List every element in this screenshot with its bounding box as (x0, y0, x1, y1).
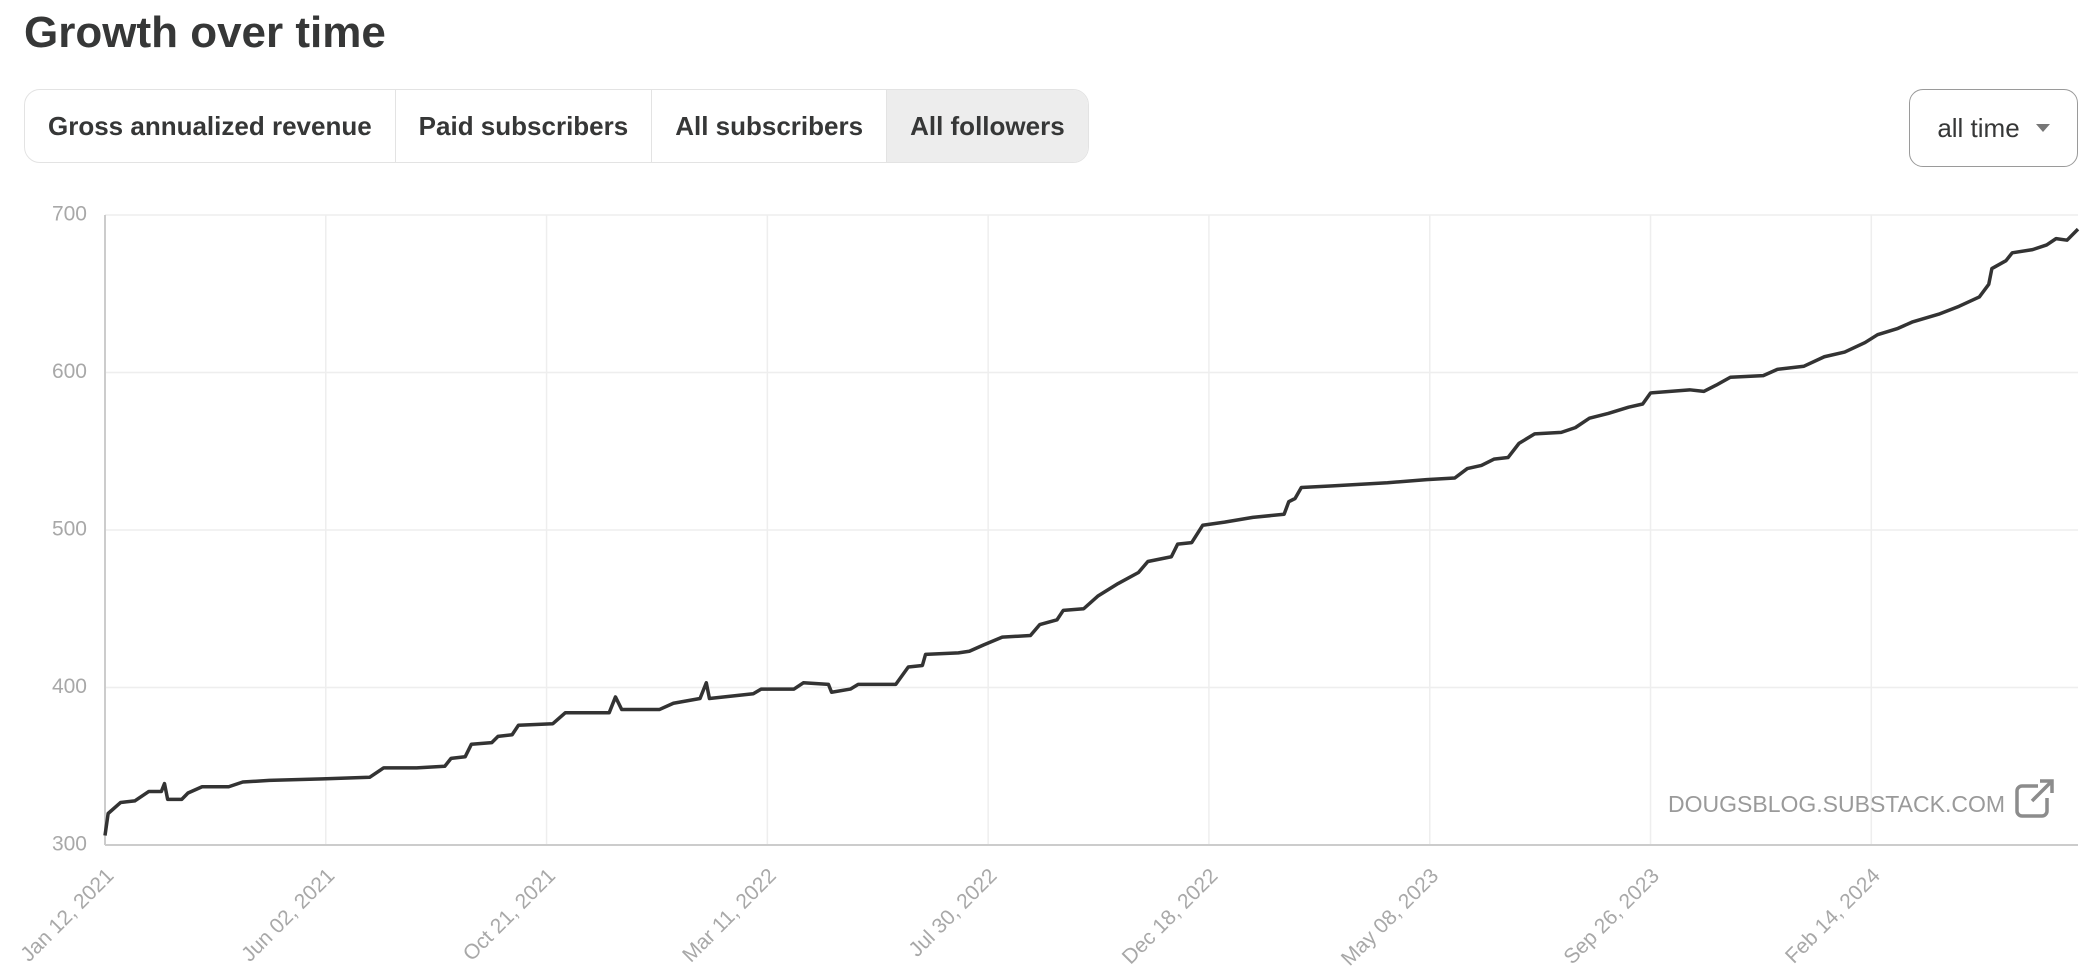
watermark: DOUGSBLOG.SUBSTACK.COM (1668, 791, 2005, 817)
range-select-label: all time (1937, 112, 2020, 143)
y-tick-label: 500 (52, 518, 87, 541)
metric-tabs: Gross annualized revenue Paid subscribers… (24, 89, 1089, 163)
y-tick-label: 700 (52, 203, 87, 226)
x-tick-label: Jun 02, 2021 (237, 864, 339, 966)
x-tick-label: Dec 18, 2022 (1118, 864, 1223, 969)
x-tick-label: May 08, 2023 (1337, 864, 1443, 970)
x-tick-label: Jan 12, 2021 (16, 864, 118, 966)
y-tick-label: 400 (52, 675, 87, 698)
metric-tab[interactable]: Gross annualized revenue (25, 90, 396, 162)
data-line (103, 227, 2080, 836)
range-select[interactable]: all time (1909, 89, 2078, 167)
y-tick-label: 300 (52, 833, 87, 856)
x-tick-label: Feb 14, 2024 (1781, 864, 1885, 968)
page-title: Growth over time (24, 8, 386, 57)
x-tick-label: Oct 21, 2021 (459, 864, 560, 965)
metric-tab[interactable]: All followers (887, 90, 1088, 162)
metric-tab[interactable]: All subscribers (652, 90, 888, 162)
x-tick-label: Jul 30, 2022 (904, 864, 1001, 961)
external-link-icon[interactable] (2015, 779, 2054, 818)
x-tick-label: Sep 26, 2023 (1559, 864, 1664, 969)
metric-tab[interactable]: Paid subscribers (396, 90, 653, 162)
x-tick-label: Mar 11, 2022 (678, 864, 781, 967)
dropdown-caret (2035, 123, 2050, 132)
y-tick-label: 600 (52, 360, 87, 383)
